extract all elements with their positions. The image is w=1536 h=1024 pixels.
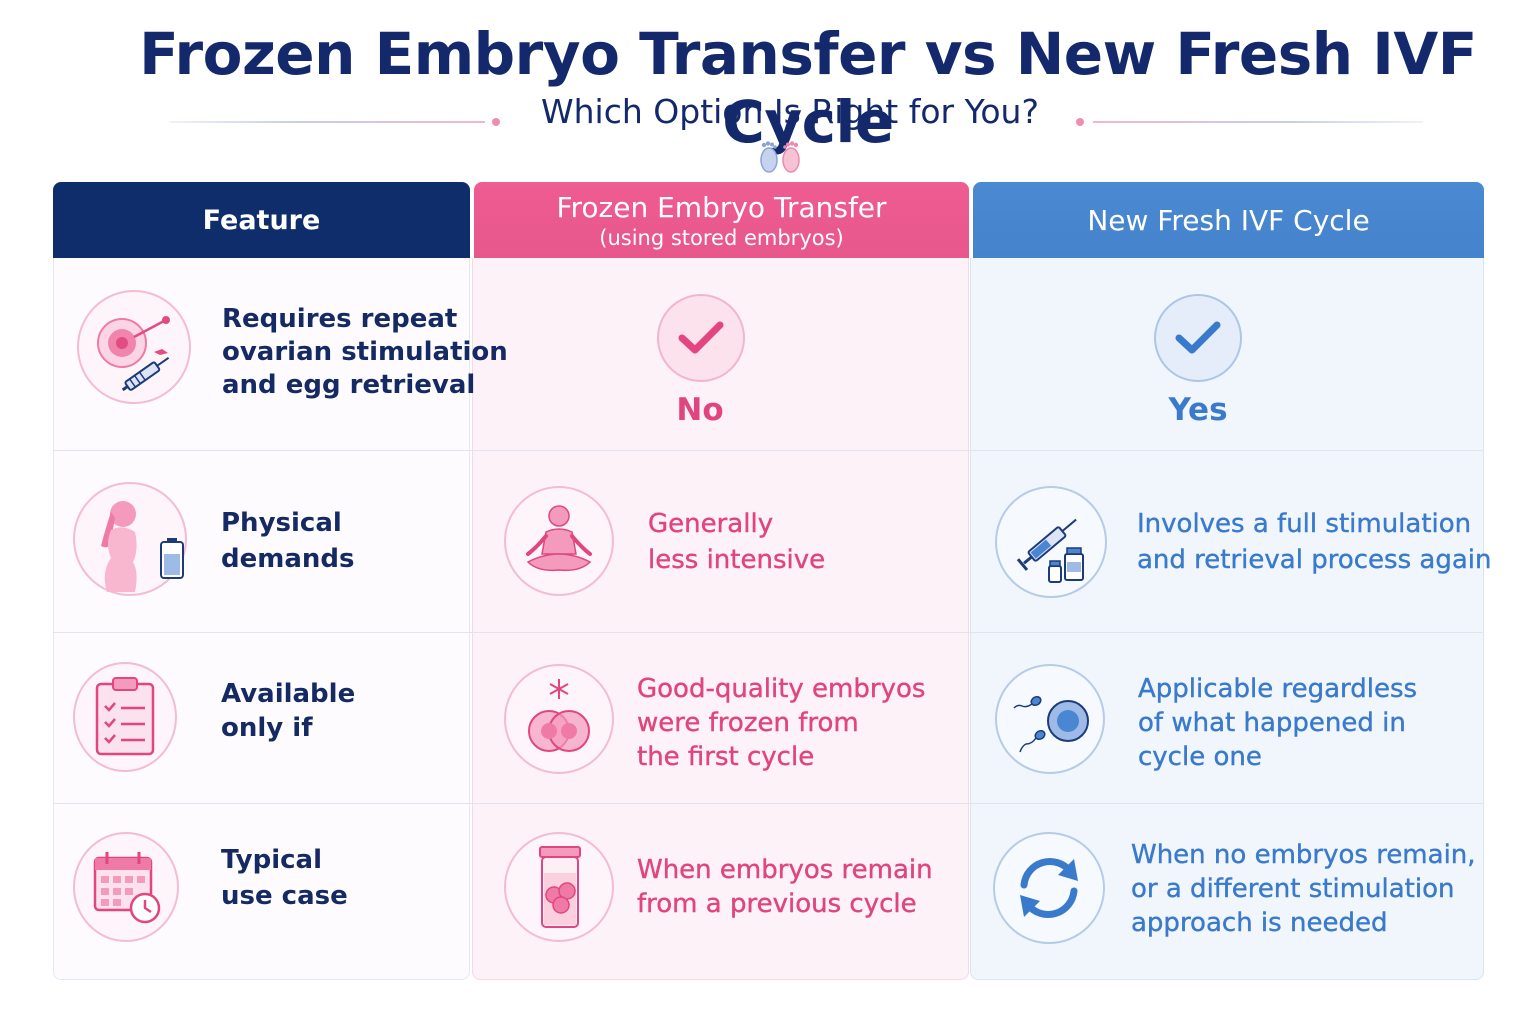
page-title: Frozen Embryo Transfer vs New Fresh IVF … xyxy=(139,20,1477,156)
feature-label: Typical use case xyxy=(221,845,348,911)
frozen-answer: Good-quality embryos were frozen from th… xyxy=(637,674,926,772)
sperm-egg-icon xyxy=(995,664,1105,774)
divider-dot-left xyxy=(492,118,500,126)
embryo-jar-icon xyxy=(504,832,614,942)
fresh-answer: Applicable regardless of what happened i… xyxy=(1138,674,1418,772)
divider-right xyxy=(1093,121,1423,123)
clipboard-checklist-icon xyxy=(73,662,177,772)
column-header-feature: Feature xyxy=(53,182,470,258)
page-subtitle: Which Option Is Right for You? xyxy=(541,92,1039,131)
fresh-answer: Yes xyxy=(1168,392,1228,428)
feature-label: Available only if xyxy=(221,679,356,743)
egg-retrieval-icon xyxy=(77,290,191,404)
row-divider xyxy=(53,632,1484,633)
fresh-answer: When no embryos remain, or a different s… xyxy=(1131,840,1476,938)
woman-battery-icon xyxy=(73,482,187,596)
divider-dot-right xyxy=(1076,118,1084,126)
frozen-answer: Generally less intensive xyxy=(648,509,826,575)
column-header-fresh: New Fresh IVF Cycle xyxy=(973,182,1484,258)
check-icon xyxy=(657,294,745,382)
refresh-cycle-icon xyxy=(993,832,1105,944)
column-header-frozen: Frozen Embryo Transfer (using stored emb… xyxy=(474,182,969,258)
column-header-fresh-label: New Fresh IVF Cycle xyxy=(1087,203,1370,237)
row-divider xyxy=(53,450,1484,451)
frozen-answer: When embryos remain from a previous cycl… xyxy=(637,855,933,919)
column-header-frozen-sublabel: (using stored embryos) xyxy=(599,225,844,250)
feature-label: Physical demands xyxy=(221,508,355,574)
meditation-icon xyxy=(504,486,614,596)
divider-left xyxy=(170,121,485,123)
column-header-frozen-label: Frozen Embryo Transfer xyxy=(556,190,887,224)
feature-label: Requires repeat ovarian stimulation and … xyxy=(222,304,508,400)
check-icon xyxy=(1154,294,1242,382)
fresh-answer: Involves a full stimulation and retrieva… xyxy=(1137,509,1492,575)
calendar-clock-icon xyxy=(73,832,179,942)
frozen-answer: No xyxy=(676,392,724,428)
frozen-embryo-icon xyxy=(504,664,614,774)
syringe-vials-icon xyxy=(995,486,1107,598)
baby-feet-icon xyxy=(760,141,800,173)
column-header-feature-label: Feature xyxy=(202,204,321,236)
row-divider xyxy=(53,803,1484,804)
